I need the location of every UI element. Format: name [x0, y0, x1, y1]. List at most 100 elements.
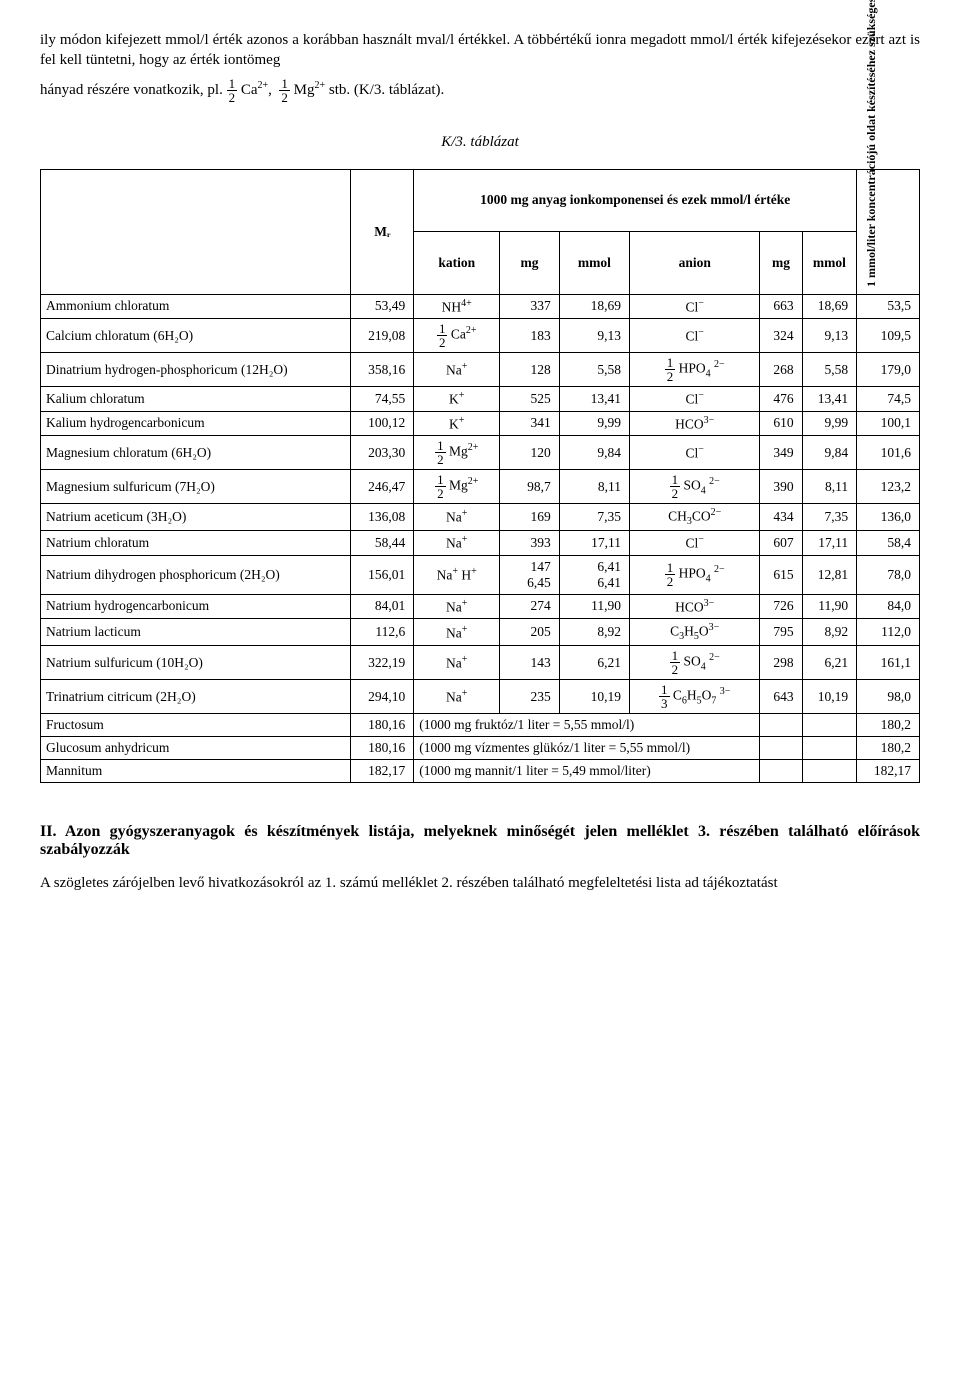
- cell-name: Kalium hydrogencarbonicum: [41, 411, 351, 436]
- cell-mr: 180,16: [351, 714, 414, 737]
- cell-kmg: 169: [500, 504, 560, 531]
- cell-kation: 12 Mg2+: [414, 470, 500, 504]
- cell-anion: HCO3−: [629, 594, 760, 619]
- table-row: Natrium sulfuricum (10H₂O)322,19Na+1436,…: [41, 646, 920, 680]
- intro-line1: ily módon kifejezett mmol/l érték azonos…: [40, 30, 920, 71]
- table-row: Ammonium chloratum53,49NH4+33718,69Cl−66…: [41, 294, 920, 319]
- cell-mr: 100,12: [351, 411, 414, 436]
- th-top: 1000 mg anyag ionkomponensei és ezek mmo…: [414, 169, 857, 232]
- cell-need: 84,0: [857, 594, 920, 619]
- cell-mr: 203,30: [351, 436, 414, 470]
- cell-anion: HCO3−: [629, 411, 760, 436]
- cell-kmmol: 5,58: [559, 353, 629, 387]
- table-row: Dinatrium hydrogen-phosphoricum (12H₂O)3…: [41, 353, 920, 387]
- cell-kmmol: 9,99: [559, 411, 629, 436]
- cell-kmmol: 7,35: [559, 504, 629, 531]
- cell-anion: 12 HPO4 2−: [629, 555, 760, 594]
- cell-need: 112,0: [857, 619, 920, 646]
- cell-note: (1000 mg fruktóz/1 liter = 5,55 mmol/l): [414, 714, 760, 737]
- cell-kmg: 393: [500, 531, 560, 556]
- cell-kmmol: 6,21: [559, 646, 629, 680]
- cell-mr: 294,10: [351, 680, 414, 714]
- cell-amg: 615: [760, 555, 802, 594]
- cell-ammol: 11,90: [802, 594, 857, 619]
- intro-line2a: hányad részére vonatkozik, pl.: [40, 81, 227, 97]
- cell-kmg: 274: [500, 594, 560, 619]
- cell-mr: 156,01: [351, 555, 414, 594]
- cell-kmg: 183: [500, 319, 560, 353]
- cell-empty: [802, 714, 857, 737]
- th-kmg: mg: [500, 232, 560, 295]
- cell-anion: 13 C6H5O7 3−: [629, 680, 760, 714]
- cell-kation: K+: [414, 387, 500, 412]
- cell-amg: 476: [760, 387, 802, 412]
- cell-name: Calcium chloratum (6H₂O): [41, 319, 351, 353]
- cell-name: Natrium chloratum: [41, 531, 351, 556]
- cell-kmg: 1476,45: [500, 555, 560, 594]
- section-2-heading: II. Azon gyógyszeranyagok és készítménye…: [40, 823, 920, 859]
- cell-mr: 84,01: [351, 594, 414, 619]
- cell-need: 179,0: [857, 353, 920, 387]
- cell-kation: 12 Mg2+: [414, 436, 500, 470]
- cell-amg: 324: [760, 319, 802, 353]
- cell-anion: Cl−: [629, 319, 760, 353]
- th-blank: [41, 169, 351, 294]
- cell-anion: Cl−: [629, 531, 760, 556]
- cell-mr: 74,55: [351, 387, 414, 412]
- cell-amg: 643: [760, 680, 802, 714]
- th-anion: anion: [629, 232, 760, 295]
- table-row: Kalium hydrogencarbonicum100,12K+3419,99…: [41, 411, 920, 436]
- table-row: Fructosum180,16(1000 mg fruktóz/1 liter …: [41, 714, 920, 737]
- cell-empty: [760, 714, 802, 737]
- cell-need: 161,1: [857, 646, 920, 680]
- cell-name: Magnesium sulfuricum (7H₂O): [41, 470, 351, 504]
- table-row: Trinatrium citricum (2H₂O)294,10Na+23510…: [41, 680, 920, 714]
- cell-name: Natrium sulfuricum (10H₂O): [41, 646, 351, 680]
- cell-mr: 180,16: [351, 737, 414, 760]
- cell-empty: [802, 760, 857, 783]
- table-row: Magnesium chloratum (6H₂O)203,3012 Mg2+1…: [41, 436, 920, 470]
- cell-name: Kalium chloratum: [41, 387, 351, 412]
- cell-mr: 58,44: [351, 531, 414, 556]
- cell-name: Dinatrium hydrogen-phosphoricum (12H₂O): [41, 353, 351, 387]
- frac-half-mg: 12: [279, 77, 290, 104]
- cell-need: 180,2: [857, 714, 920, 737]
- cell-need: 136,0: [857, 504, 920, 531]
- cell-mr: 246,47: [351, 470, 414, 504]
- cell-kmg: 205: [500, 619, 560, 646]
- cell-kmg: 341: [500, 411, 560, 436]
- table-row: Natrium lacticum112,6Na+2058,92C3H5O3−79…: [41, 619, 920, 646]
- cell-amg: 663: [760, 294, 802, 319]
- cell-ammol: 7,35: [802, 504, 857, 531]
- cell-ammol: 5,58: [802, 353, 857, 387]
- cell-note: (1000 mg mannit/1 liter = 5,49 mmol/lite…: [414, 760, 760, 783]
- th-rot: 1 mmol/liter koncentrációjú oldat készít…: [857, 169, 920, 294]
- cell-kmg: 143: [500, 646, 560, 680]
- cell-kation: Na+: [414, 531, 500, 556]
- cell-mr: 219,08: [351, 319, 414, 353]
- ion-table: Mᵣ 1000 mg anyag ionkomponensei és ezek …: [40, 169, 920, 784]
- cell-kmmol: 11,90: [559, 594, 629, 619]
- cell-ammol: 12,81: [802, 555, 857, 594]
- cell-need: 123,2: [857, 470, 920, 504]
- cell-kation: Na+: [414, 504, 500, 531]
- cell-kmmol: 8,92: [559, 619, 629, 646]
- cell-kmmol: 17,11: [559, 531, 629, 556]
- table-caption: K/3. táblázat: [40, 134, 920, 151]
- cell-kmg: 235: [500, 680, 560, 714]
- cell-anion: 12 HPO4 2−: [629, 353, 760, 387]
- cell-kmmol: 18,69: [559, 294, 629, 319]
- cell-note: (1000 mg vízmentes glükóz/1 liter = 5,55…: [414, 737, 760, 760]
- cell-ammol: 9,13: [802, 319, 857, 353]
- cell-need: 78,0: [857, 555, 920, 594]
- cell-mr: 53,49: [351, 294, 414, 319]
- cell-need: 109,5: [857, 319, 920, 353]
- table-row: Magnesium sulfuricum (7H₂O)246,4712 Mg2+…: [41, 470, 920, 504]
- cell-kmmol: 10,19: [559, 680, 629, 714]
- table-row: Mannitum182,17(1000 mg mannit/1 liter = …: [41, 760, 920, 783]
- cell-ammol: 9,84: [802, 436, 857, 470]
- cell-amg: 349: [760, 436, 802, 470]
- intro-line2: hányad részére vonatkozik, pl. 12 Ca2+, …: [40, 77, 920, 104]
- table-row: Natrium hydrogencarbonicum84,01Na+27411,…: [41, 594, 920, 619]
- cell-anion: 12 SO4 2−: [629, 646, 760, 680]
